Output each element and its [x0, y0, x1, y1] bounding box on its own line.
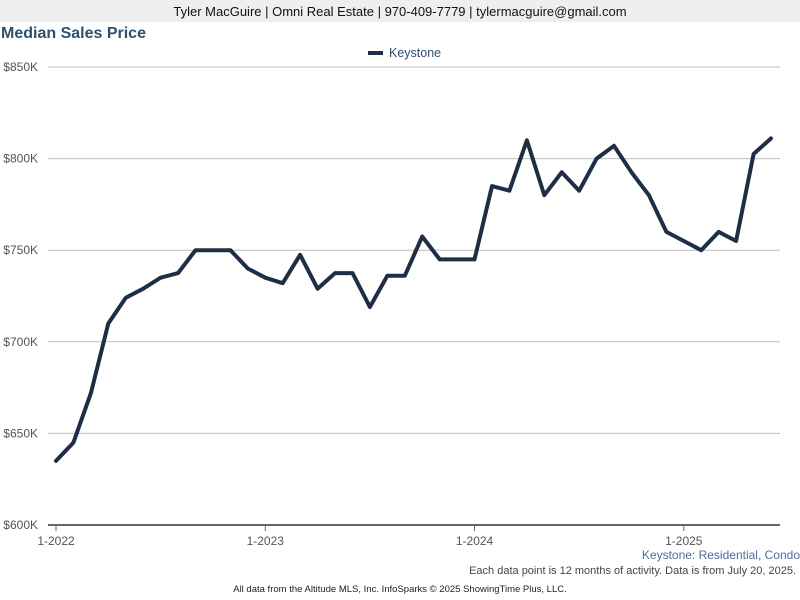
axes [48, 524, 780, 531]
chart-subtitle: Keystone: Residential, Condo [641, 548, 800, 562]
legend-label: Keystone [389, 46, 442, 60]
y-tick-label: $800K [3, 152, 38, 166]
x-tick-label: 1-2023 [247, 534, 285, 548]
chart-title: Median Sales Price [1, 25, 146, 42]
contact-header: Tyler MacGuire | Omni Real Estate | 970-… [0, 0, 800, 22]
y-tick-label: $600K [3, 518, 38, 532]
y-tick-label: $650K [3, 426, 38, 440]
y-tick-label: $700K [3, 335, 38, 349]
legend-swatch [368, 51, 383, 55]
y-tick-label: $850K [3, 60, 38, 74]
contact-text: Tyler MacGuire | Omni Real Estate | 970-… [173, 3, 627, 19]
y-tick-label: $750K [3, 243, 38, 257]
data-note: Each data point is 12 months of activity… [469, 565, 796, 577]
x-tick-label: 1-2025 [665, 534, 703, 548]
x-tick-label: 1-2024 [456, 534, 494, 548]
x-tick-label: 1-2022 [37, 534, 75, 548]
series-layer [54, 136, 773, 463]
gridlines [48, 66, 780, 434]
tick-labels: $600K $650K $700K $750K $800K $850K 1-2022 1-20… [3, 60, 703, 548]
source-footer: All data from the Altitude MLS, Inc. Inf… [233, 584, 567, 595]
chart-legend: Keystone [368, 46, 441, 60]
series-line-keystone [54, 136, 773, 463]
